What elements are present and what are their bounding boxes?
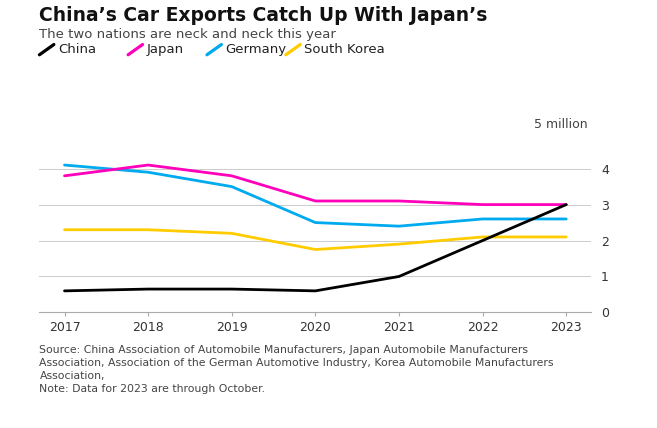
Text: China’s Car Exports Catch Up With Japan’s: China’s Car Exports Catch Up With Japan’… (39, 6, 487, 25)
Text: China: China (58, 43, 96, 56)
Text: Germany: Germany (225, 43, 286, 56)
Text: The two nations are neck and neck this year: The two nations are neck and neck this y… (39, 28, 336, 41)
Text: 5 million: 5 million (534, 118, 588, 131)
Text: Japan: Japan (147, 43, 184, 56)
Text: South Korea: South Korea (304, 43, 385, 56)
Text: Source: China Association of Automobile Manufacturers, Japan Automobile Manufact: Source: China Association of Automobile … (39, 345, 554, 394)
